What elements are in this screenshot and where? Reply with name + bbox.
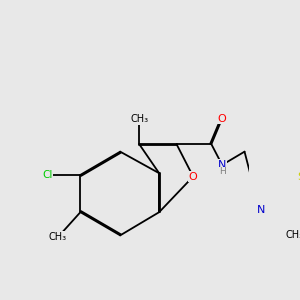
Text: O: O — [218, 113, 226, 124]
Text: S: S — [297, 172, 300, 182]
Text: Cl: Cl — [42, 170, 52, 180]
Text: H: H — [219, 167, 226, 176]
Text: O: O — [189, 172, 197, 182]
Text: CH₃: CH₃ — [49, 232, 67, 242]
Text: CH₃: CH₃ — [285, 230, 300, 240]
Text: CH₃: CH₃ — [130, 114, 148, 124]
Text: N: N — [218, 160, 226, 170]
Text: N: N — [257, 205, 265, 215]
